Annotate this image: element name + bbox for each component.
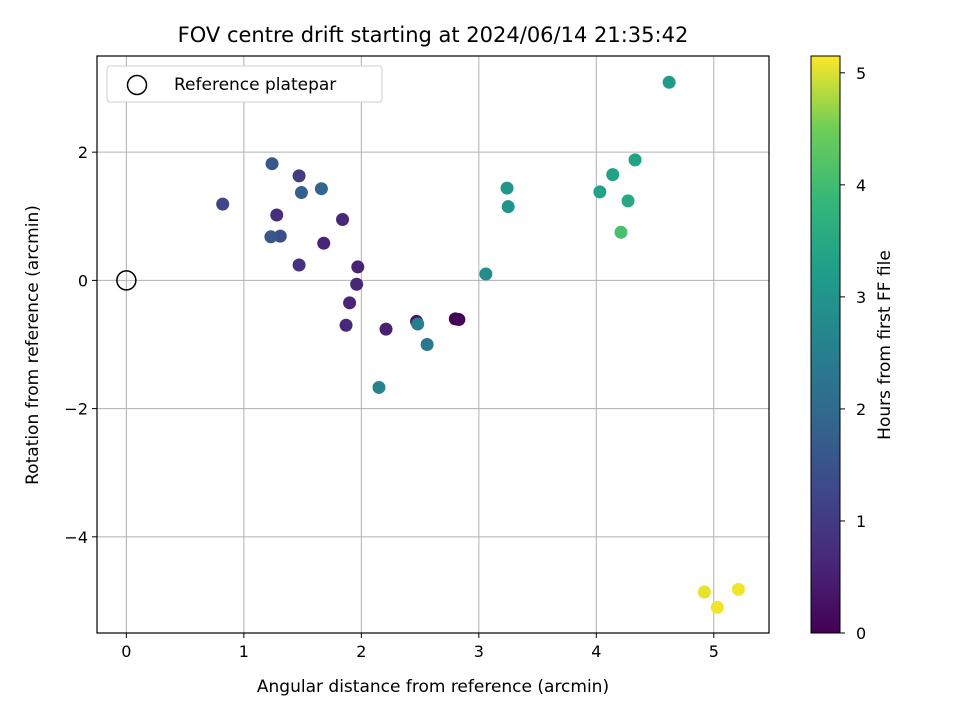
colorbar-tick-label: 0	[856, 624, 866, 643]
data-point	[372, 380, 386, 394]
colorbar-tick-label: 1	[856, 512, 866, 531]
data-point	[336, 212, 350, 226]
x-tick-label: 2	[356, 642, 366, 661]
legend-marker-reference	[126, 74, 148, 96]
x-axis-title: Angular distance from reference (arcmin)	[257, 677, 609, 697]
y-tick-label: −4	[64, 528, 88, 547]
colorbar-gradient	[810, 55, 841, 634]
x-tick-label: 4	[591, 642, 601, 661]
data-point	[216, 197, 230, 211]
y-axis-ticks: −4 −2 0 2	[64, 143, 97, 547]
data-point	[621, 194, 635, 208]
legend: Reference platepar	[106, 65, 383, 103]
data-point	[265, 157, 279, 171]
data-point	[314, 182, 328, 196]
data-points	[216, 75, 745, 614]
plot-frame	[96, 55, 770, 634]
data-point	[710, 600, 724, 614]
y-tick-label: 2	[78, 143, 88, 162]
x-axis-ticks: 0 1 2 3 4 5	[121, 633, 719, 661]
data-point	[292, 169, 306, 183]
data-point	[317, 236, 331, 250]
data-point	[614, 225, 628, 239]
data-point	[264, 230, 278, 244]
data-point	[343, 296, 357, 310]
legend-box	[106, 65, 383, 103]
data-point	[351, 260, 365, 274]
reference-layer	[116, 270, 137, 291]
data-point	[420, 338, 434, 351]
x-tick-label: 3	[474, 642, 484, 661]
colorbar-tick-label: 3	[856, 288, 866, 307]
x-tick-label: 0	[121, 642, 131, 661]
x-tick-label: 1	[239, 642, 249, 661]
data-point	[292, 258, 306, 272]
data-point	[628, 153, 642, 167]
data-point	[452, 312, 466, 326]
y-tick-label: −2	[64, 400, 88, 419]
grid-lines	[97, 56, 769, 633]
colorbar: 0 1 2 3 4 5 Hours from first FF file	[810, 55, 895, 643]
data-point	[606, 168, 620, 182]
legend-label-reference: Reference platepar	[174, 75, 336, 95]
data-point	[479, 267, 493, 281]
colorbar-tick-label: 2	[856, 400, 866, 419]
y-tick-label: 0	[78, 271, 88, 290]
colorbar-tick-label: 4	[856, 176, 866, 195]
data-point	[731, 582, 745, 596]
chart-title: FOV centre drift starting at 2024/06/14 …	[178, 23, 689, 47]
data-point	[411, 317, 425, 331]
reference-point-marker	[116, 270, 137, 291]
data-point	[593, 185, 607, 199]
data-point	[501, 200, 515, 214]
data-point	[662, 75, 676, 89]
y-axis-title: Rotation from reference (arcmin)	[23, 205, 43, 485]
colorbar-title: Hours from first FF file	[875, 250, 895, 440]
data-point	[697, 585, 711, 599]
data-point	[270, 208, 284, 222]
data-point	[339, 318, 353, 332]
data-point	[273, 229, 287, 243]
colorbar-tick-label: 5	[856, 64, 866, 83]
data-point	[294, 186, 308, 200]
colorbar-ticks: 0 1 2 3 4 5	[840, 64, 866, 643]
data-point	[500, 181, 514, 195]
data-point	[350, 277, 364, 291]
x-tick-label: 5	[709, 642, 719, 661]
data-point	[379, 322, 393, 336]
